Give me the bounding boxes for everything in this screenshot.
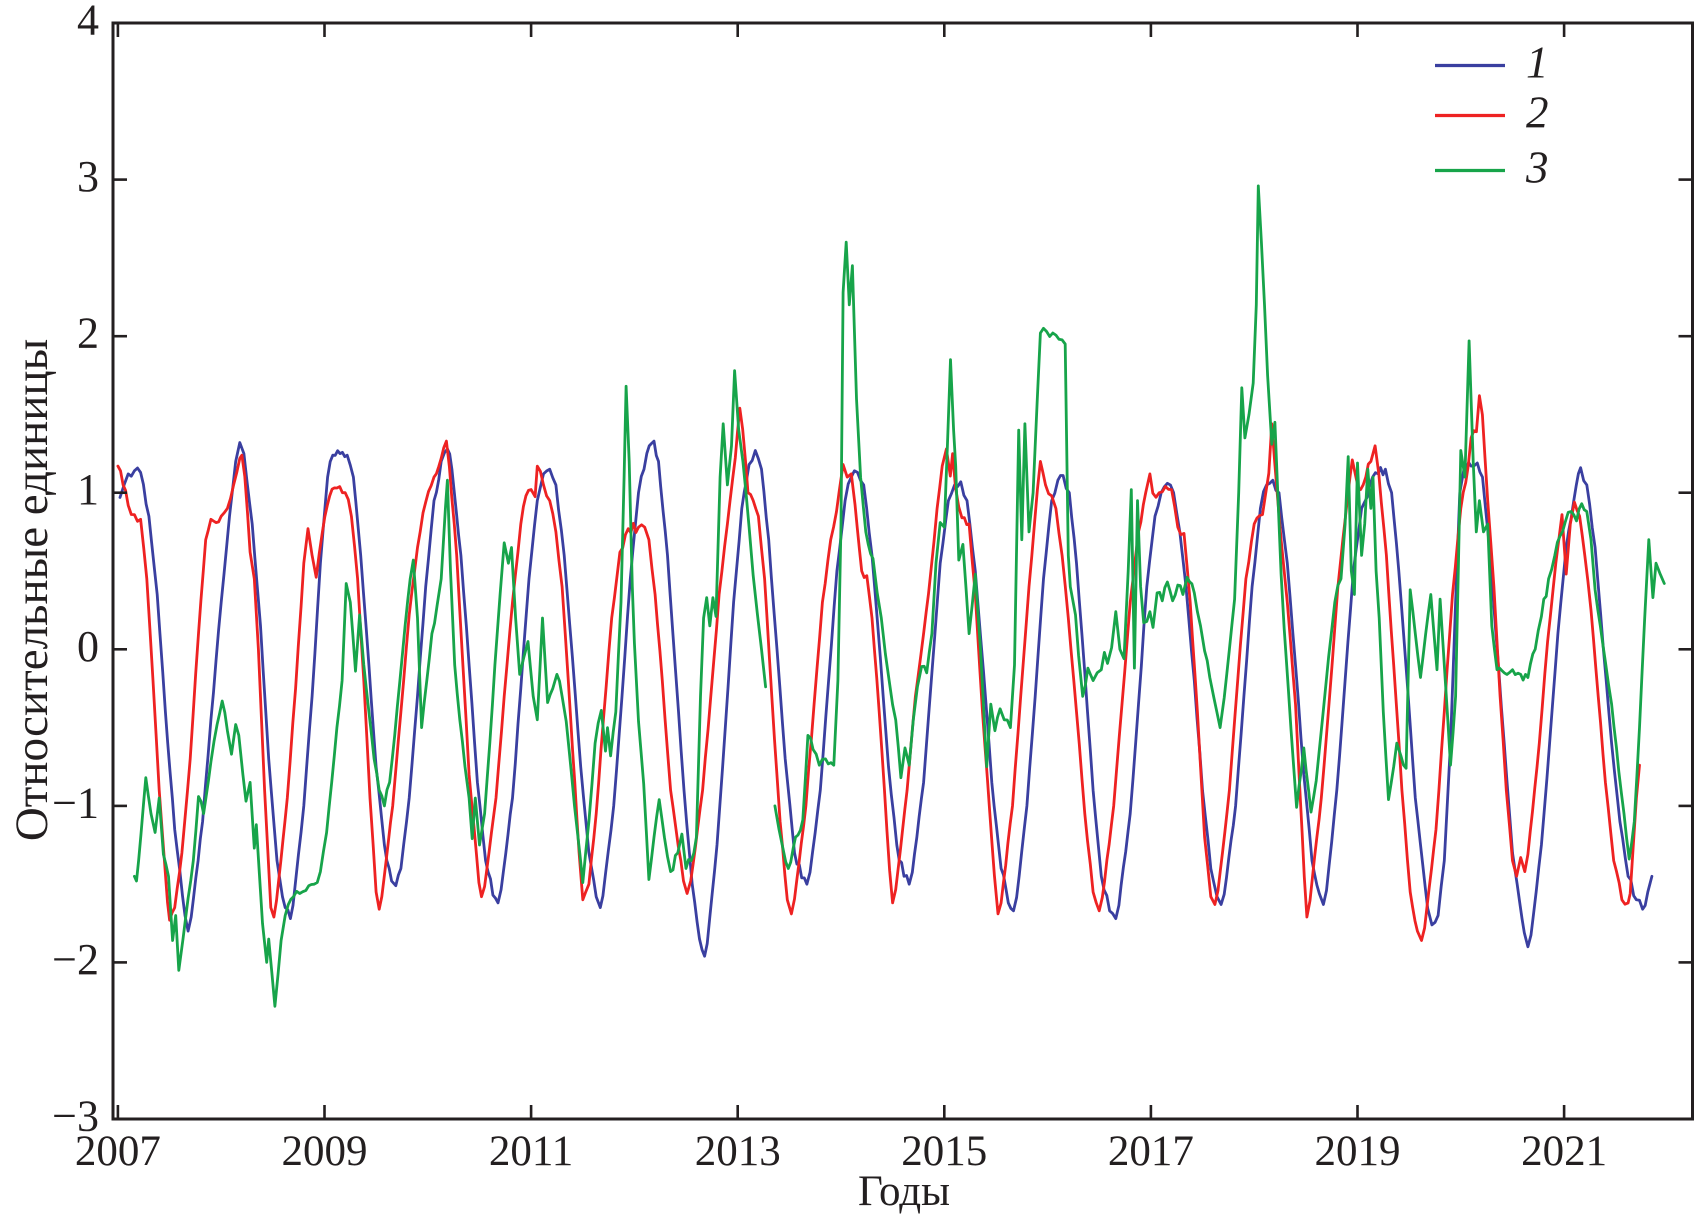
svg-text:2009: 2009	[282, 1128, 368, 1175]
svg-text:2017: 2017	[1108, 1128, 1194, 1175]
svg-text:Годы: Годы	[858, 1168, 950, 1215]
svg-text:3: 3	[77, 152, 99, 201]
svg-text:2: 2	[77, 309, 99, 358]
svg-text:1: 1	[77, 465, 99, 514]
svg-text:2007: 2007	[75, 1128, 161, 1175]
svg-text:2015: 2015	[901, 1128, 987, 1175]
svg-text:4: 4	[77, 0, 99, 45]
svg-text:3: 3	[1525, 143, 1549, 193]
svg-text:−2: −2	[52, 935, 99, 984]
svg-text:Относительные единицы: Относительные единицы	[6, 339, 58, 841]
svg-text:−3: −3	[52, 1092, 99, 1141]
svg-text:0: 0	[77, 622, 99, 671]
svg-text:1: 1	[1526, 38, 1549, 88]
svg-text:2013: 2013	[695, 1128, 781, 1175]
svg-text:2011: 2011	[489, 1128, 573, 1175]
svg-text:2021: 2021	[1521, 1128, 1607, 1175]
svg-text:2019: 2019	[1315, 1128, 1401, 1175]
svg-text:−1: −1	[52, 778, 99, 827]
svg-text:2: 2	[1526, 88, 1549, 138]
